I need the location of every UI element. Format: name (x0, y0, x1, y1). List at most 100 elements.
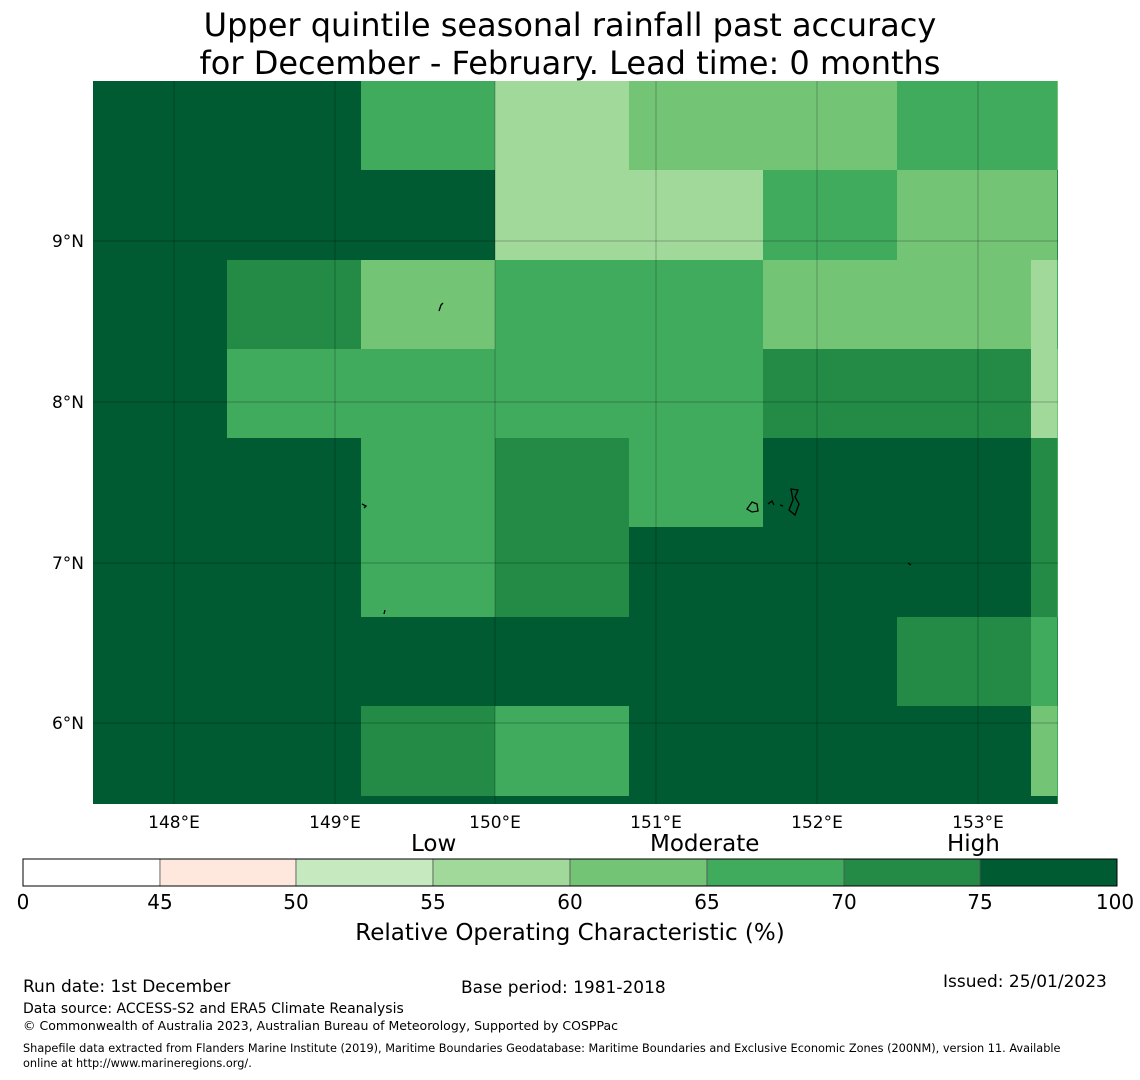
colorbar-segment (159, 858, 297, 887)
island-outline (907, 562, 912, 566)
island-outline (746, 501, 759, 513)
colorbar-tick-label: 45 (147, 890, 173, 914)
grid-cell (897, 170, 1031, 260)
data-source: Data source: ACCESS-S2 and ERA5 Climate … (23, 1001, 404, 1017)
grid-cell (93, 438, 227, 527)
title-line-1: Upper quintile seasonal rainfall past ac… (203, 6, 937, 44)
grid-cell (763, 438, 897, 527)
grid-cell (1057, 81, 1058, 170)
chart-title: Upper quintile seasonal rainfall past ac… (0, 6, 1140, 82)
grid-cell (1031, 706, 1057, 796)
colorbar-segment (295, 858, 434, 887)
grid-cell (1057, 260, 1058, 349)
longitude-label: 149°E (309, 813, 361, 833)
grid-cell (361, 81, 495, 170)
grid-cell (495, 527, 629, 617)
island-outline (383, 609, 386, 615)
grid-cell (227, 260, 361, 349)
grid-cell (897, 796, 1031, 804)
coastline-islands (361, 302, 912, 615)
latitude-label: 7°N (52, 554, 84, 574)
grid-cell (495, 170, 629, 260)
grid-cell (227, 81, 361, 170)
grid-cell (897, 349, 1031, 438)
shapefile-credit-line-2: online at http://www.marineregions.org/. (23, 1057, 252, 1070)
colorbar-segment (843, 858, 981, 887)
grid-cell (897, 81, 1031, 170)
grid-cell (1057, 527, 1058, 617)
grid-cell (1031, 170, 1057, 260)
grid-cell (629, 81, 763, 170)
grid-cell (93, 260, 227, 349)
grid-cell (763, 796, 897, 804)
colorbar-segment (432, 858, 571, 887)
grid-cell (93, 170, 227, 260)
colorbar-title: Relative Operating Characteristic (%) (355, 920, 785, 946)
grid-cell (227, 796, 361, 804)
grid-cell (495, 796, 629, 804)
grid-cell (495, 438, 629, 527)
latitude-labels: 9°N 8°N 7°N 6°N (52, 232, 84, 734)
grid-cell (897, 617, 1031, 706)
grid-cell (1057, 706, 1058, 796)
grid-cell (629, 796, 763, 804)
grid-cell (1057, 617, 1058, 706)
grid-cell (495, 81, 629, 170)
grid-cell (763, 81, 897, 170)
grid-cell (227, 438, 361, 527)
grid-cell (93, 796, 227, 804)
grid-cell (763, 349, 897, 438)
colorbar-tick-label: 0 (16, 890, 30, 914)
grid-cell (897, 438, 1031, 527)
map-chart: 148°E 149°E 150°E 151°E 152°E 153°E 9°N 8°N 7°N… (22, 81, 1118, 887)
longitude-label: 152°E (791, 813, 843, 833)
colorbar-tick-label: 100 (1095, 890, 1135, 914)
grid-cell (227, 170, 361, 260)
grid-cell (1057, 438, 1058, 527)
colorbar-tick-label: 65 (694, 890, 720, 914)
grid-cell (629, 170, 763, 260)
grid-cell (227, 527, 361, 617)
grid-cell (93, 706, 227, 796)
grid-cell (495, 260, 629, 349)
island-outline (779, 504, 784, 507)
grid-cell (763, 527, 897, 617)
colorbar-outline (22, 858, 1118, 887)
grid-cell (629, 260, 763, 349)
longitude-label: 153°E (952, 813, 1004, 833)
grid-cell (763, 260, 897, 349)
longitude-label: 148°E (148, 813, 200, 833)
grid-cell (1031, 438, 1057, 527)
copyright-notice: © Commonwealth of Australia 2023, Austra… (23, 1018, 618, 1033)
island-outline (767, 500, 775, 506)
island-outline (361, 503, 368, 509)
colorbar-tick-label: 60 (557, 890, 583, 914)
grid-cell (495, 706, 629, 796)
grid-cell (1031, 260, 1057, 349)
island-outline (788, 488, 800, 517)
grid-cell (1057, 170, 1058, 260)
colorbar-segment (979, 858, 1118, 887)
graticule-lines (93, 81, 1058, 804)
grid-cell (1031, 617, 1057, 706)
grid-cell (495, 617, 629, 706)
longitude-labels: 148°E 149°E 150°E 151°E 152°E 153°E (148, 813, 1004, 833)
grid-cell (1057, 349, 1058, 438)
grid-cell (93, 617, 227, 706)
colorbar-label-moderate: Moderate (650, 831, 760, 857)
colorbar-label-high: High (947, 831, 1000, 857)
grid-cell (361, 527, 495, 617)
grid-cell (629, 438, 763, 527)
grid-cell (227, 617, 361, 706)
grid-cell (629, 706, 763, 796)
grid-cell (227, 706, 361, 796)
grid-cell (629, 349, 763, 438)
base-period: Base period: 1981-2018 (461, 978, 666, 998)
colorbar-segment (569, 858, 708, 887)
grid-cell (361, 260, 495, 349)
grid-cell (763, 706, 897, 796)
latitude-label: 9°N (52, 232, 84, 252)
colorbar (22, 858, 1118, 887)
grid-cell (361, 617, 495, 706)
colorbar-tick-label: 50 (283, 890, 309, 914)
